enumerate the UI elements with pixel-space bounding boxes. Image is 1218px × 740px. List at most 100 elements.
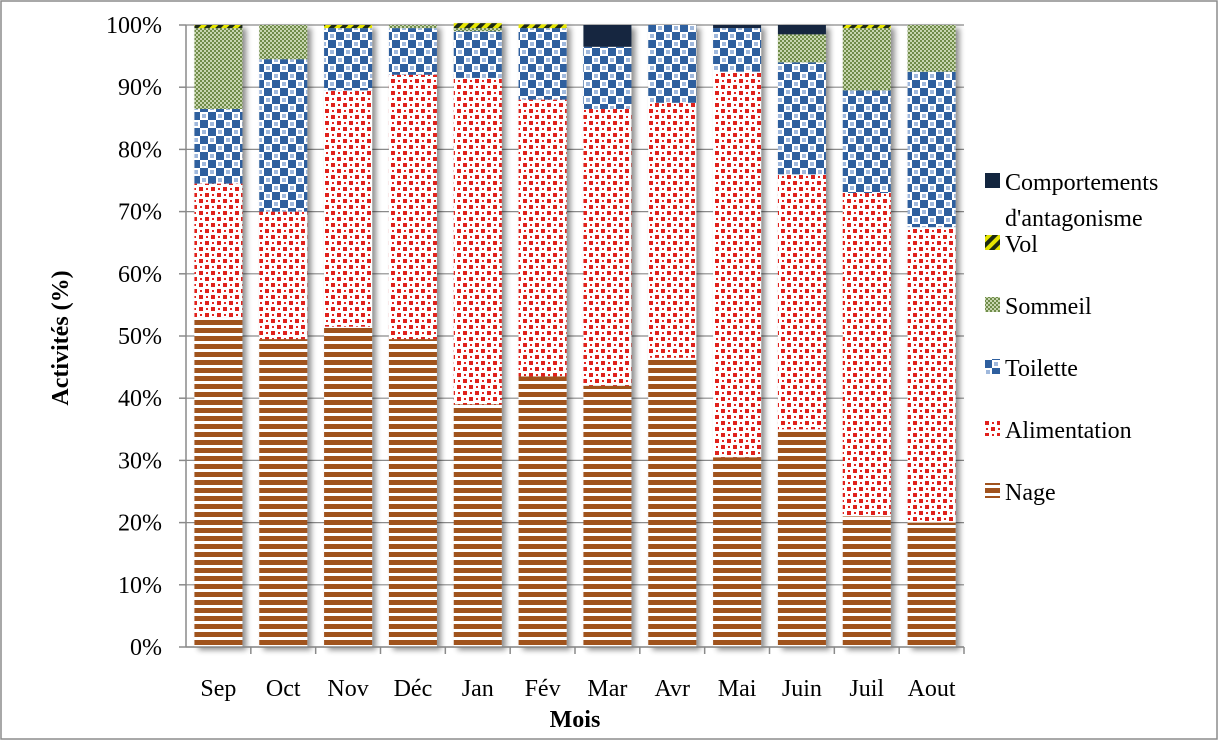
bar-segment-alimentation (259, 211, 308, 340)
legend-swatch (985, 359, 1000, 374)
legend-label: Alimentation (1005, 418, 1132, 444)
x-tick-label: Déc (394, 676, 433, 702)
bar-segment-alimentation (194, 183, 243, 318)
legend-swatch (985, 421, 1000, 436)
bar-segment-sommeil (842, 28, 891, 91)
x-axis-title: Mois (550, 707, 601, 733)
bar-segment-sommeil (777, 34, 826, 63)
bar-segment-toilette (194, 108, 243, 184)
bar-segment-toilette (648, 25, 697, 103)
x-tick-label: Aout (908, 676, 956, 702)
x-tick-label: Avr (654, 676, 690, 702)
bar-segment-toilette (907, 71, 956, 228)
legend-swatch (985, 235, 1000, 250)
bar-segment-alimentation (583, 108, 632, 386)
bar-segment-comportements-d-antagonisme (777, 25, 826, 35)
bar-segment-alimentation (777, 174, 826, 430)
bar-segment-nage (777, 429, 826, 647)
bar-stack (648, 25, 697, 647)
bar-segment-nage (583, 385, 632, 647)
bar-segment-toilette (777, 62, 826, 175)
bar-segment-comportements-d-antagonisme (713, 25, 762, 29)
x-tick-label: Jan (462, 676, 494, 702)
y-tick-label: 70% (118, 200, 162, 226)
bar-segment-sommeil (259, 25, 308, 60)
bar-segment-sommeil (388, 25, 437, 29)
bar-segment-vol (453, 23, 502, 29)
bar-stack (777, 25, 826, 647)
bar-segment-nage (842, 516, 891, 647)
bar-stack (453, 23, 502, 647)
bars (194, 23, 956, 647)
y-tick-label: 30% (118, 448, 162, 474)
x-tick-label: Fév (525, 676, 561, 702)
legend-item: Toilette (985, 356, 1078, 382)
y-tick-label: 90% (118, 75, 162, 101)
bar-segment-vol (842, 25, 891, 29)
bar-segment-toilette (518, 28, 567, 100)
bar-stack (907, 25, 956, 647)
bar-segment-alimentation (388, 74, 437, 340)
bar-segment-vol (194, 25, 243, 29)
bar-segment-toilette (324, 28, 373, 91)
x-tick-label: Oct (266, 676, 301, 702)
bar-segment-alimentation (907, 227, 956, 523)
bar-segment-nage (324, 326, 373, 647)
bar-segment-toilette (388, 28, 437, 75)
bar-segment-sommeil (907, 25, 956, 72)
bar-segment-sommeil (453, 28, 502, 32)
bar-segment-nage (453, 404, 502, 647)
y-axis-title: Activités (%) (48, 270, 74, 405)
bar-segment-alimentation (648, 102, 697, 358)
legend-label: Toilette (1005, 356, 1078, 382)
bar-segment-alimentation (324, 90, 373, 327)
legend-label: Vol (1005, 232, 1038, 258)
x-tick-label: Juil (849, 676, 884, 702)
bar-segment-nage (713, 457, 762, 647)
axes (179, 24, 965, 654)
y-tick-label: 40% (118, 386, 162, 412)
bar-segment-nage (388, 339, 437, 647)
legend-item: Alimentation (985, 418, 1132, 444)
bar-segment-comportements-d-antagonisme (583, 25, 632, 47)
y-tick-label: 10% (118, 573, 162, 599)
legend-label: Sommeil (1005, 294, 1092, 320)
x-tick-label: Mar (587, 676, 627, 702)
y-tick-label: 20% (118, 511, 162, 537)
legend-swatch (985, 297, 1000, 312)
bar-segment-vol (324, 25, 373, 29)
bar-segment-toilette (583, 46, 632, 109)
bar-segment-nage (194, 317, 243, 647)
legend-label: Comportements (1005, 170, 1158, 196)
legend-label: d'antagonisme (1005, 206, 1143, 232)
x-tick-labels: Sep Oct Nov Déc Jan Fév Mar Avr Mai Juin Juil Aout (200, 676, 955, 702)
bar-segment-toilette (259, 59, 308, 212)
bar-segment-alimentation (453, 77, 502, 405)
y-tick-label: 50% (118, 324, 162, 350)
x-tick-label: Sep (200, 676, 236, 702)
bar-segment-nage (518, 376, 567, 647)
bar-segment-nage (907, 522, 956, 647)
bar-stack (842, 25, 891, 647)
x-tick-label: Juin (782, 676, 822, 702)
bar-segment-toilette (842, 90, 891, 193)
legend-swatch (985, 483, 1000, 498)
x-tick-label: Nov (327, 676, 368, 702)
bar-stack (259, 25, 308, 647)
bar-stack (518, 24, 567, 647)
bar-stack (388, 25, 437, 647)
y-tick-label: 80% (118, 137, 162, 163)
bar-stack (583, 25, 632, 647)
y-tick-label: 0% (130, 635, 162, 661)
y-tick-labels: 0% 10% 20% 30% 40% 50% 60% 70% 80% 90% 100% (106, 13, 162, 661)
legend-item: Nage (985, 480, 1056, 506)
legend-item: Vol (985, 232, 1038, 258)
y-tick-label: 60% (118, 262, 162, 288)
bar-segment-vol (518, 24, 567, 29)
bar-segment-sommeil (194, 28, 243, 109)
bar-segment-alimentation (842, 192, 891, 517)
bar-segment-nage (259, 339, 308, 647)
legend-label: Nage (1005, 480, 1056, 506)
